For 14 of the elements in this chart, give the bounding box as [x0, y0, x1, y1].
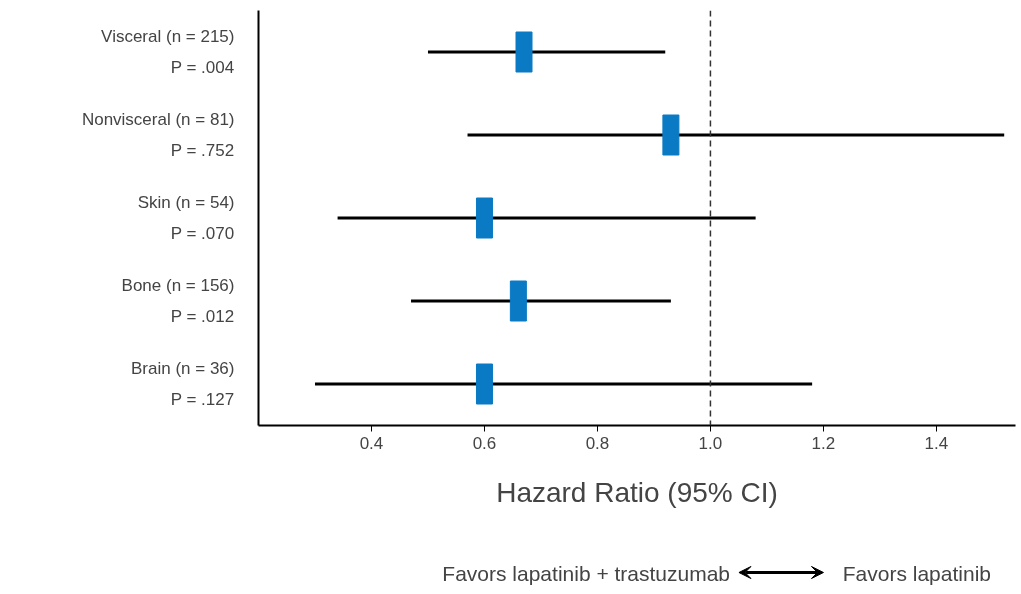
- y-tick-label: Bone (n = 156) P = .012: [121, 276, 235, 326]
- x-tick-label: 0.4: [359, 433, 384, 453]
- x-tick-label: 0.6: [472, 433, 497, 453]
- x-tick-label: 0.8: [585, 433, 610, 453]
- x-tick-label: 1.2: [811, 433, 836, 453]
- x-tick-label: 1.0: [698, 433, 723, 453]
- y-tick-label: Skin (n = 54) P = .070: [137, 193, 235, 243]
- x-tick-label: 1.4: [924, 433, 949, 453]
- text: Favors lapatinib + trastuzumab: [442, 561, 731, 585]
- y-tick-label: Brain (n = 36) P = .127: [131, 359, 235, 409]
- x-axis-title: Hazard Ratio (95% CI): [496, 476, 778, 508]
- y-tick-label: Nonvisceral (n = 81) P = .752: [81, 110, 235, 160]
- y-tick-label: Visceral (n = 215) P = .004: [101, 27, 235, 77]
- text: Favors lapatinib: [842, 561, 991, 585]
